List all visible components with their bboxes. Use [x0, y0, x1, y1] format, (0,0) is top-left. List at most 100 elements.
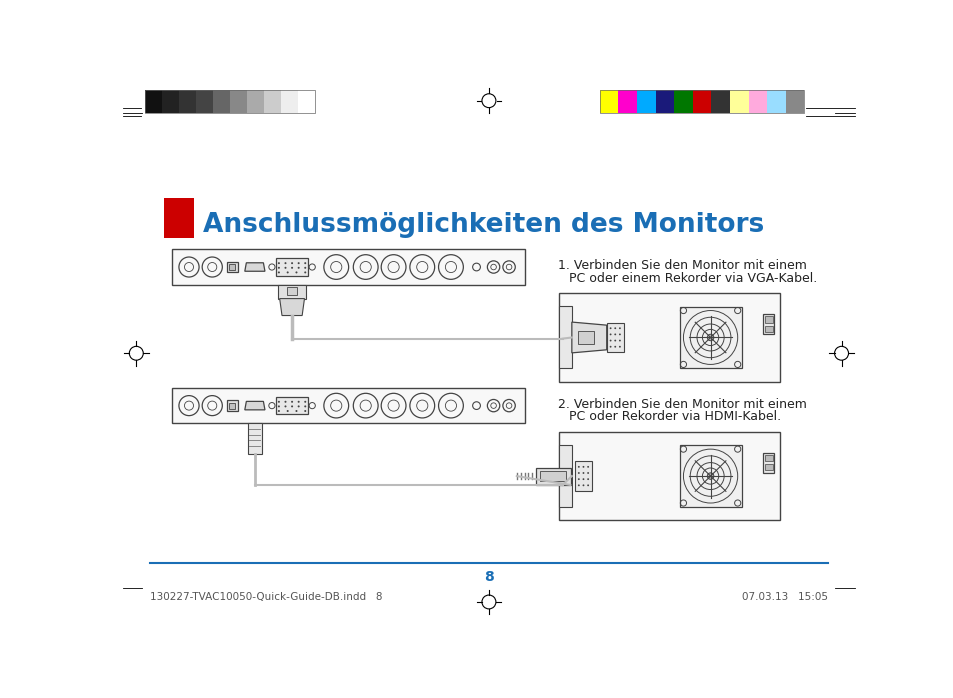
- Circle shape: [578, 484, 579, 487]
- Polygon shape: [571, 322, 606, 353]
- Bar: [229, 264, 235, 270]
- Circle shape: [587, 484, 588, 487]
- Bar: [637, 90, 655, 113]
- Circle shape: [297, 267, 299, 269]
- Polygon shape: [279, 299, 304, 315]
- Circle shape: [614, 340, 616, 341]
- Circle shape: [277, 401, 279, 403]
- Circle shape: [277, 406, 279, 408]
- Bar: [264, 90, 281, 113]
- Circle shape: [291, 401, 293, 403]
- Circle shape: [304, 410, 306, 412]
- Text: 8: 8: [483, 570, 494, 584]
- Bar: [281, 90, 298, 113]
- Bar: [674, 90, 692, 113]
- Text: 130227-TVAC10050-Quick-Guide-DB.indd   8: 130227-TVAC10050-Quick-Guide-DB.indd 8: [150, 592, 382, 602]
- Circle shape: [291, 262, 293, 264]
- Circle shape: [578, 472, 579, 474]
- Bar: [213, 90, 230, 113]
- Bar: [278, 285, 306, 299]
- Circle shape: [618, 346, 620, 348]
- Bar: [248, 423, 261, 454]
- Bar: [729, 90, 748, 113]
- Bar: [164, 198, 193, 238]
- Bar: [606, 323, 623, 352]
- Circle shape: [582, 484, 584, 487]
- Circle shape: [618, 327, 620, 329]
- Circle shape: [614, 334, 616, 335]
- Circle shape: [295, 410, 297, 412]
- Circle shape: [277, 410, 279, 412]
- Circle shape: [609, 327, 611, 329]
- Circle shape: [304, 262, 306, 264]
- Bar: [679, 306, 740, 369]
- Bar: [172, 388, 524, 423]
- Circle shape: [304, 401, 306, 403]
- Bar: [172, 249, 524, 285]
- Text: 07.03.13   15:05: 07.03.13 15:05: [740, 592, 827, 602]
- Bar: [179, 90, 195, 113]
- Circle shape: [582, 472, 584, 474]
- Bar: [655, 90, 674, 113]
- Circle shape: [578, 478, 579, 480]
- Circle shape: [297, 401, 299, 403]
- Bar: [762, 314, 773, 334]
- Bar: [764, 316, 772, 322]
- Bar: [536, 468, 571, 484]
- Bar: [230, 90, 247, 113]
- Bar: [766, 90, 785, 113]
- Circle shape: [304, 406, 306, 408]
- Circle shape: [618, 340, 620, 341]
- Bar: [539, 470, 565, 482]
- Circle shape: [614, 346, 616, 348]
- Bar: [145, 90, 162, 113]
- Bar: [229, 403, 235, 409]
- Bar: [558, 306, 571, 369]
- Circle shape: [706, 473, 713, 480]
- Bar: [618, 90, 637, 113]
- Circle shape: [304, 272, 306, 274]
- Circle shape: [291, 267, 293, 269]
- Circle shape: [277, 267, 279, 269]
- Bar: [762, 453, 773, 473]
- Bar: [692, 90, 711, 113]
- Circle shape: [706, 334, 713, 341]
- Bar: [298, 90, 315, 113]
- Circle shape: [295, 272, 297, 274]
- Circle shape: [284, 267, 286, 269]
- Circle shape: [614, 327, 616, 329]
- Bar: [558, 432, 780, 520]
- Bar: [578, 332, 593, 343]
- Circle shape: [286, 410, 289, 412]
- Bar: [558, 293, 780, 382]
- Circle shape: [582, 466, 584, 468]
- Circle shape: [587, 472, 588, 474]
- Bar: [247, 90, 264, 113]
- Bar: [275, 258, 308, 276]
- Text: PC oder einem Rekorder via VGA-Kabel.: PC oder einem Rekorder via VGA-Kabel.: [568, 272, 816, 285]
- Bar: [558, 445, 571, 507]
- Bar: [195, 90, 213, 113]
- Text: Anschlussmöglichkeiten des Monitors: Anschlussmöglichkeiten des Monitors: [203, 211, 763, 238]
- Circle shape: [587, 466, 588, 468]
- Bar: [764, 464, 772, 470]
- Circle shape: [286, 272, 289, 274]
- Polygon shape: [245, 401, 265, 410]
- Circle shape: [277, 272, 279, 274]
- Circle shape: [582, 478, 584, 480]
- Bar: [599, 90, 618, 113]
- Circle shape: [618, 334, 620, 335]
- Circle shape: [578, 466, 579, 468]
- Bar: [227, 400, 237, 411]
- Circle shape: [297, 406, 299, 408]
- Circle shape: [284, 406, 286, 408]
- Bar: [162, 90, 179, 113]
- Bar: [748, 90, 766, 113]
- Circle shape: [291, 406, 293, 408]
- Circle shape: [284, 401, 286, 403]
- Bar: [711, 90, 729, 113]
- Text: 2. Verbinden Sie den Monitor mit einem: 2. Verbinden Sie den Monitor mit einem: [558, 398, 806, 411]
- Bar: [764, 455, 772, 461]
- Bar: [145, 90, 315, 113]
- Bar: [599, 90, 803, 113]
